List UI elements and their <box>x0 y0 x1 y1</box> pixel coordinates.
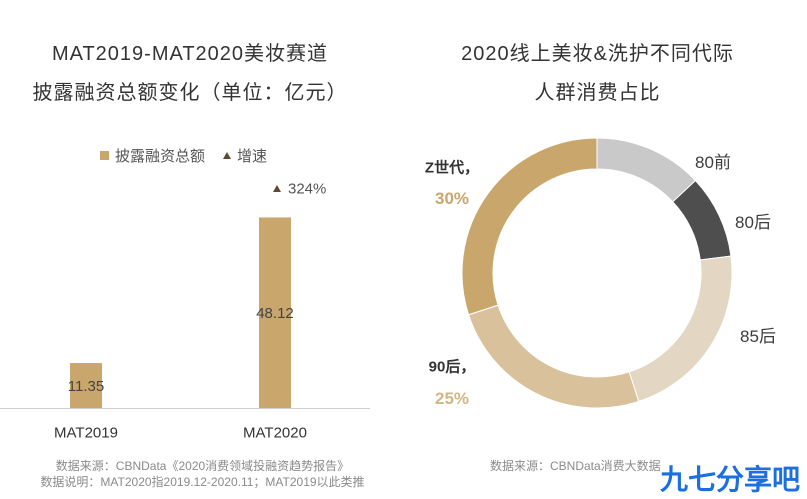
legend-label-growth: 增速 <box>237 147 268 165</box>
bar-value-label-mat2020: 48.12 <box>256 305 294 322</box>
slice-value-label-90-hou: 25% <box>435 389 469 408</box>
bar-value-label-mat2019: 11.35 <box>68 378 104 395</box>
slice-label-85-hou: 85后 <box>740 327 776 346</box>
bar-chart: 11.35 48.12 MAT2019 MAT2020 324% <box>0 181 370 441</box>
donut-slice-gen-z <box>461 137 598 316</box>
bar-mat2020 <box>259 217 291 408</box>
growth-rate-label: 324% <box>288 181 326 198</box>
site-logo: 九七分享吧 <box>660 464 801 495</box>
donut-chart: 80前 80后 85后 90后， 25% Z世代， 30% <box>425 137 776 409</box>
donut-slice-85-hou <box>628 255 733 403</box>
legend-label-financing: 披露融资总额 <box>115 147 206 165</box>
footnote-right: 数据来源：CBNData消费大数据 <box>490 458 661 474</box>
x-tick-label-mat2019: MAT2019 <box>54 424 118 441</box>
donut-slice-80-qian <box>596 137 697 203</box>
donut-chart-title-line-2: 人群消费占比 <box>534 82 661 104</box>
footnote-left: 数据来源：CBNData《2020消费领域投融资趋势报告》 数据说明：MAT20… <box>0 458 405 490</box>
footnote-note: 数据说明：MAT2020指2019.12-2020.11；MAT2019以此类推 <box>40 475 365 489</box>
footnote-source: 数据来源：CBNData消费大数据 <box>490 459 661 473</box>
slice-label-80-qian: 80前 <box>695 153 731 172</box>
slice-label-gen-z: Z世代， <box>425 158 479 176</box>
bar-chart-title: MAT2019-MAT2020美妆赛道 <box>51 43 329 65</box>
footnote-source: 数据来源：CBNData《2020消费领域投融资趋势报告》 <box>55 459 350 473</box>
triangle-up-icon <box>223 151 232 159</box>
legend-swatch-square <box>100 150 109 160</box>
triangle-up-icon <box>273 184 281 192</box>
bar-chart-legend: 披露融资总额 增速 <box>100 145 267 165</box>
donut-chart-title: 2020线上美妆&洗护不同代际 <box>461 43 734 65</box>
bar-mat2019 <box>70 363 102 408</box>
slice-label-80-hou: 80后 <box>735 213 771 232</box>
slice-label-90-hou: 90后， <box>429 358 476 375</box>
donut-slice-90-hou <box>467 304 640 409</box>
slice-value-label-gen-z: 30% <box>435 189 469 208</box>
growth-annotation: 324% <box>273 181 326 198</box>
x-tick-label-mat2020: MAT2020 <box>243 424 307 441</box>
bar-chart-title-line-2: 披露融资总额变化（单位：亿元） <box>32 82 348 104</box>
